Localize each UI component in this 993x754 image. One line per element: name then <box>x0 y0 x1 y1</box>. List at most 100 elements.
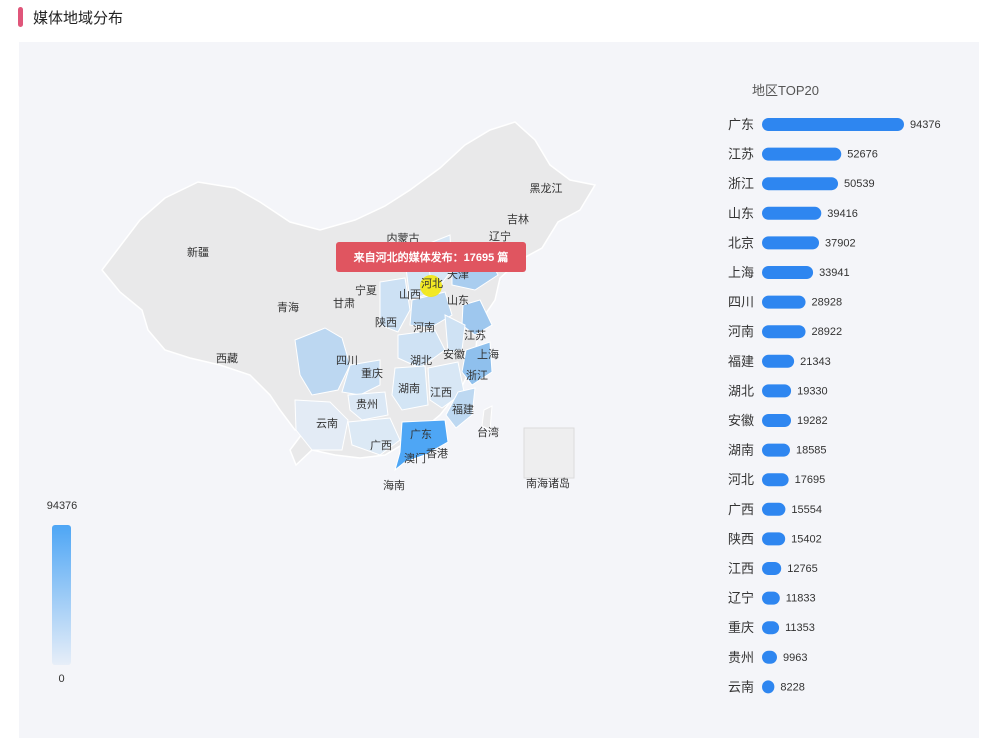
rank-label: 陕西 <box>728 531 754 546</box>
province-zhejiang[interactable] <box>461 341 493 386</box>
province-label: 南海诸岛 <box>526 476 570 490</box>
rank-value: 52676 <box>847 149 878 161</box>
province-hubei[interactable] <box>397 329 446 369</box>
rank-value: 17695 <box>795 474 826 486</box>
rank-label: 安徽 <box>728 413 754 428</box>
rank-bar[interactable] <box>762 354 795 368</box>
province-henan[interactable] <box>409 291 453 329</box>
province-sichuan[interactable] <box>294 327 351 396</box>
province-yunnan[interactable] <box>294 399 349 451</box>
rank-label: 广西 <box>728 502 754 517</box>
province-guangdong[interactable] <box>394 419 449 472</box>
rank-bar[interactable] <box>762 532 786 546</box>
rank-value: 21343 <box>800 356 831 368</box>
section-title: 媒体地域分布 <box>33 9 124 27</box>
rank-value: 11833 <box>786 593 816 605</box>
rank-bar[interactable] <box>762 147 842 161</box>
rank-bar[interactable] <box>762 650 777 664</box>
rank-bar[interactable] <box>762 325 806 339</box>
province-label: 江西 <box>430 386 452 399</box>
province-label: 香港 <box>426 447 448 460</box>
rank-bar[interactable] <box>762 502 786 516</box>
province-fujian[interactable] <box>445 387 476 429</box>
rank-bar[interactable] <box>762 266 814 279</box>
rank-label: 广东 <box>728 117 754 132</box>
rank-label: 江西 <box>728 561 754 576</box>
province-label: 黑龙江 <box>530 182 563 195</box>
rank-value: 8228 <box>780 681 804 693</box>
province-label: 辽宁 <box>489 229 511 243</box>
rank-bar[interactable] <box>762 562 782 575</box>
rank-value: 37902 <box>825 237 856 249</box>
visual-map-max-label: 94376 <box>46 500 78 512</box>
province-jiangsu[interactable] <box>461 299 493 336</box>
rank-bar[interactable] <box>762 621 780 635</box>
rank-label: 辽宁 <box>728 591 754 606</box>
province-label: 河南 <box>413 321 435 334</box>
map-tooltip: 来自河北的媒体发布：17695 篇 <box>336 242 526 272</box>
rank-bar[interactable] <box>762 177 839 191</box>
rank-bar[interactable] <box>762 206 822 220</box>
province-label: 江苏 <box>464 329 486 342</box>
province-guizhou[interactable] <box>347 391 389 421</box>
rank-value: 33941 <box>819 267 850 279</box>
province-label: 广西 <box>370 439 392 452</box>
province-label: 陕西 <box>375 315 397 329</box>
rank-label: 四川 <box>728 295 754 310</box>
rank-value: 28922 <box>812 326 843 338</box>
rank-bar[interactable] <box>762 443 790 457</box>
rank-bar[interactable] <box>762 295 806 309</box>
top20-bar-chart: 广东 94376 江苏 52676 浙江 50539 山东 39416 北京 37902 上海 339… <box>728 117 941 694</box>
province-guangxi[interactable] <box>347 417 401 456</box>
province-label: 浙江 <box>466 369 488 382</box>
province-label: 西藏 <box>216 352 238 365</box>
province-anhui[interactable] <box>444 314 466 353</box>
rank-label: 北京 <box>728 235 754 250</box>
rank-bar[interactable] <box>762 591 780 605</box>
rank-bar[interactable] <box>762 473 789 487</box>
header-accent-bar <box>18 7 23 27</box>
province-label: 云南 <box>316 417 338 430</box>
rank-label: 重庆 <box>728 620 754 635</box>
province-label: 台湾 <box>477 425 499 439</box>
rank-label: 湖南 <box>728 443 754 458</box>
rank-value: 19282 <box>797 415 828 427</box>
rank-value: 9963 <box>783 652 807 664</box>
visual-map-min-label: 0 <box>58 673 65 685</box>
province-shaanxi[interactable] <box>379 277 411 333</box>
rank-bar[interactable] <box>762 236 820 250</box>
visual-map-gradient[interactable] <box>52 525 71 665</box>
rank-bar[interactable] <box>762 414 792 427</box>
section-header: 媒体地域分布 <box>18 6 123 28</box>
hover-highlight <box>420 275 442 297</box>
rank-value: 15554 <box>791 504 822 516</box>
province-hunan[interactable] <box>391 365 429 411</box>
province-label: 甘肃 <box>333 297 355 310</box>
province-jiangxi[interactable] <box>427 361 465 409</box>
province-label: 安徽 <box>443 347 465 361</box>
province-label: 内蒙古 <box>387 231 420 245</box>
province-label: 广东 <box>410 428 432 441</box>
province-taiwan[interactable] <box>481 405 493 431</box>
rank-value: 11353 <box>785 622 815 634</box>
province-label: 山西 <box>399 288 421 301</box>
rank-label: 山东 <box>728 206 754 221</box>
rank-label: 上海 <box>728 265 754 280</box>
rank-bar[interactable] <box>762 384 792 398</box>
rank-label: 湖北 <box>728 383 754 398</box>
province-label: 湖北 <box>410 354 432 367</box>
map-base <box>101 121 597 467</box>
rank-value: 19330 <box>797 385 828 397</box>
china-map[interactable]: 新疆西藏青海甘肃宁夏内蒙古黑龙江吉林辽宁北京天津河北山西山东陕西河南江苏安徽上海… <box>80 110 600 510</box>
rank-value: 50539 <box>844 178 875 190</box>
rank-label: 福建 <box>728 354 754 369</box>
rank-bar[interactable] <box>762 680 775 694</box>
province-label: 贵州 <box>356 398 378 411</box>
province-label: 新疆 <box>187 245 209 259</box>
rank-bar[interactable] <box>762 118 904 131</box>
province-chongqing[interactable] <box>341 359 381 396</box>
rank-value: 28928 <box>812 297 843 309</box>
province-label: 四川 <box>336 355 358 367</box>
rank-label: 浙江 <box>728 176 754 191</box>
rank-value: 18585 <box>796 445 827 457</box>
